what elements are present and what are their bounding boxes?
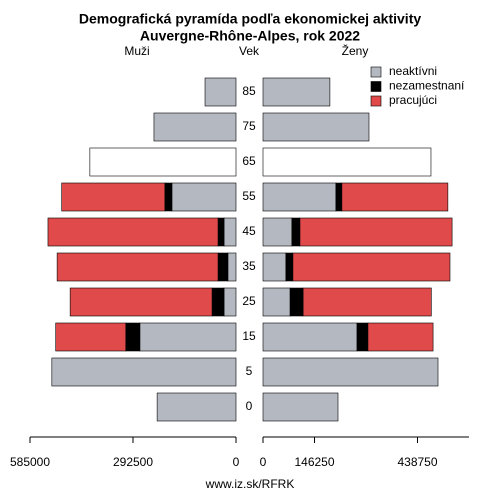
center-label: Vek: [239, 44, 260, 58]
bar: [171, 182, 237, 212]
bar: [89, 147, 237, 177]
bar: [204, 77, 237, 107]
legend-swatch: [370, 81, 382, 92]
age-label: 35: [242, 259, 256, 273]
bar: [211, 287, 225, 317]
chart-title: Demografická pyramída podľa ekonomickej …: [79, 11, 422, 27]
bar: [217, 217, 225, 247]
x-tick-label: 0: [260, 455, 267, 469]
legend-label: pracujúci: [389, 93, 437, 107]
bar: [262, 77, 331, 107]
bar: [262, 322, 358, 352]
age-label: 85: [242, 84, 256, 98]
bar: [262, 112, 370, 142]
x-tick-label: 292500: [113, 455, 153, 469]
legend-label: neaktívni: [389, 64, 437, 78]
bar: [56, 252, 219, 282]
bar: [223, 287, 237, 317]
bar: [262, 392, 339, 422]
bar: [285, 252, 294, 282]
bar: [153, 112, 237, 142]
bar: [227, 252, 237, 282]
x-tick-label: 585000: [10, 455, 50, 469]
bar: [341, 182, 449, 212]
bar: [335, 182, 343, 212]
legend-swatch: [370, 95, 382, 107]
bar: [262, 357, 439, 387]
bar: [156, 392, 237, 422]
age-label: 75: [242, 119, 256, 133]
x-tick-label: 0: [233, 455, 240, 469]
age-label: 25: [242, 294, 256, 308]
bar: [47, 217, 219, 247]
bar: [61, 182, 166, 212]
bar: [139, 322, 237, 352]
age-label: 65: [242, 154, 256, 168]
bar: [292, 252, 451, 282]
chart-title: Auvergne-Rhône-Alpes, rok 2022: [140, 28, 360, 44]
age-label: 5: [246, 364, 253, 378]
age-label: 55: [242, 189, 256, 203]
bar: [299, 217, 453, 247]
bar: [55, 322, 127, 352]
bar: [367, 322, 434, 352]
bar: [262, 182, 337, 212]
age-label: 0: [246, 399, 253, 413]
bar: [289, 287, 304, 317]
x-tick-label: 438750: [397, 455, 437, 469]
bar: [291, 217, 301, 247]
x-tick-label: 146250: [294, 455, 334, 469]
bar: [262, 147, 432, 177]
bar: [69, 287, 213, 317]
legend-label: nezamestnaní: [389, 79, 465, 93]
right-label: Ženy: [342, 43, 369, 58]
bar: [302, 287, 432, 317]
bar: [164, 182, 173, 212]
bar: [262, 217, 293, 247]
bar: [217, 252, 229, 282]
source: www.iz.sk/RFRK: [205, 477, 295, 491]
bar: [125, 322, 141, 352]
age-label: 45: [242, 224, 256, 238]
legend-swatch: [370, 66, 382, 78]
bar: [262, 287, 291, 317]
left-label: Muži: [124, 44, 149, 58]
bar: [51, 357, 237, 387]
bar: [262, 252, 287, 282]
bar: [223, 217, 237, 247]
bar: [356, 322, 369, 352]
age-label: 15: [242, 329, 256, 343]
